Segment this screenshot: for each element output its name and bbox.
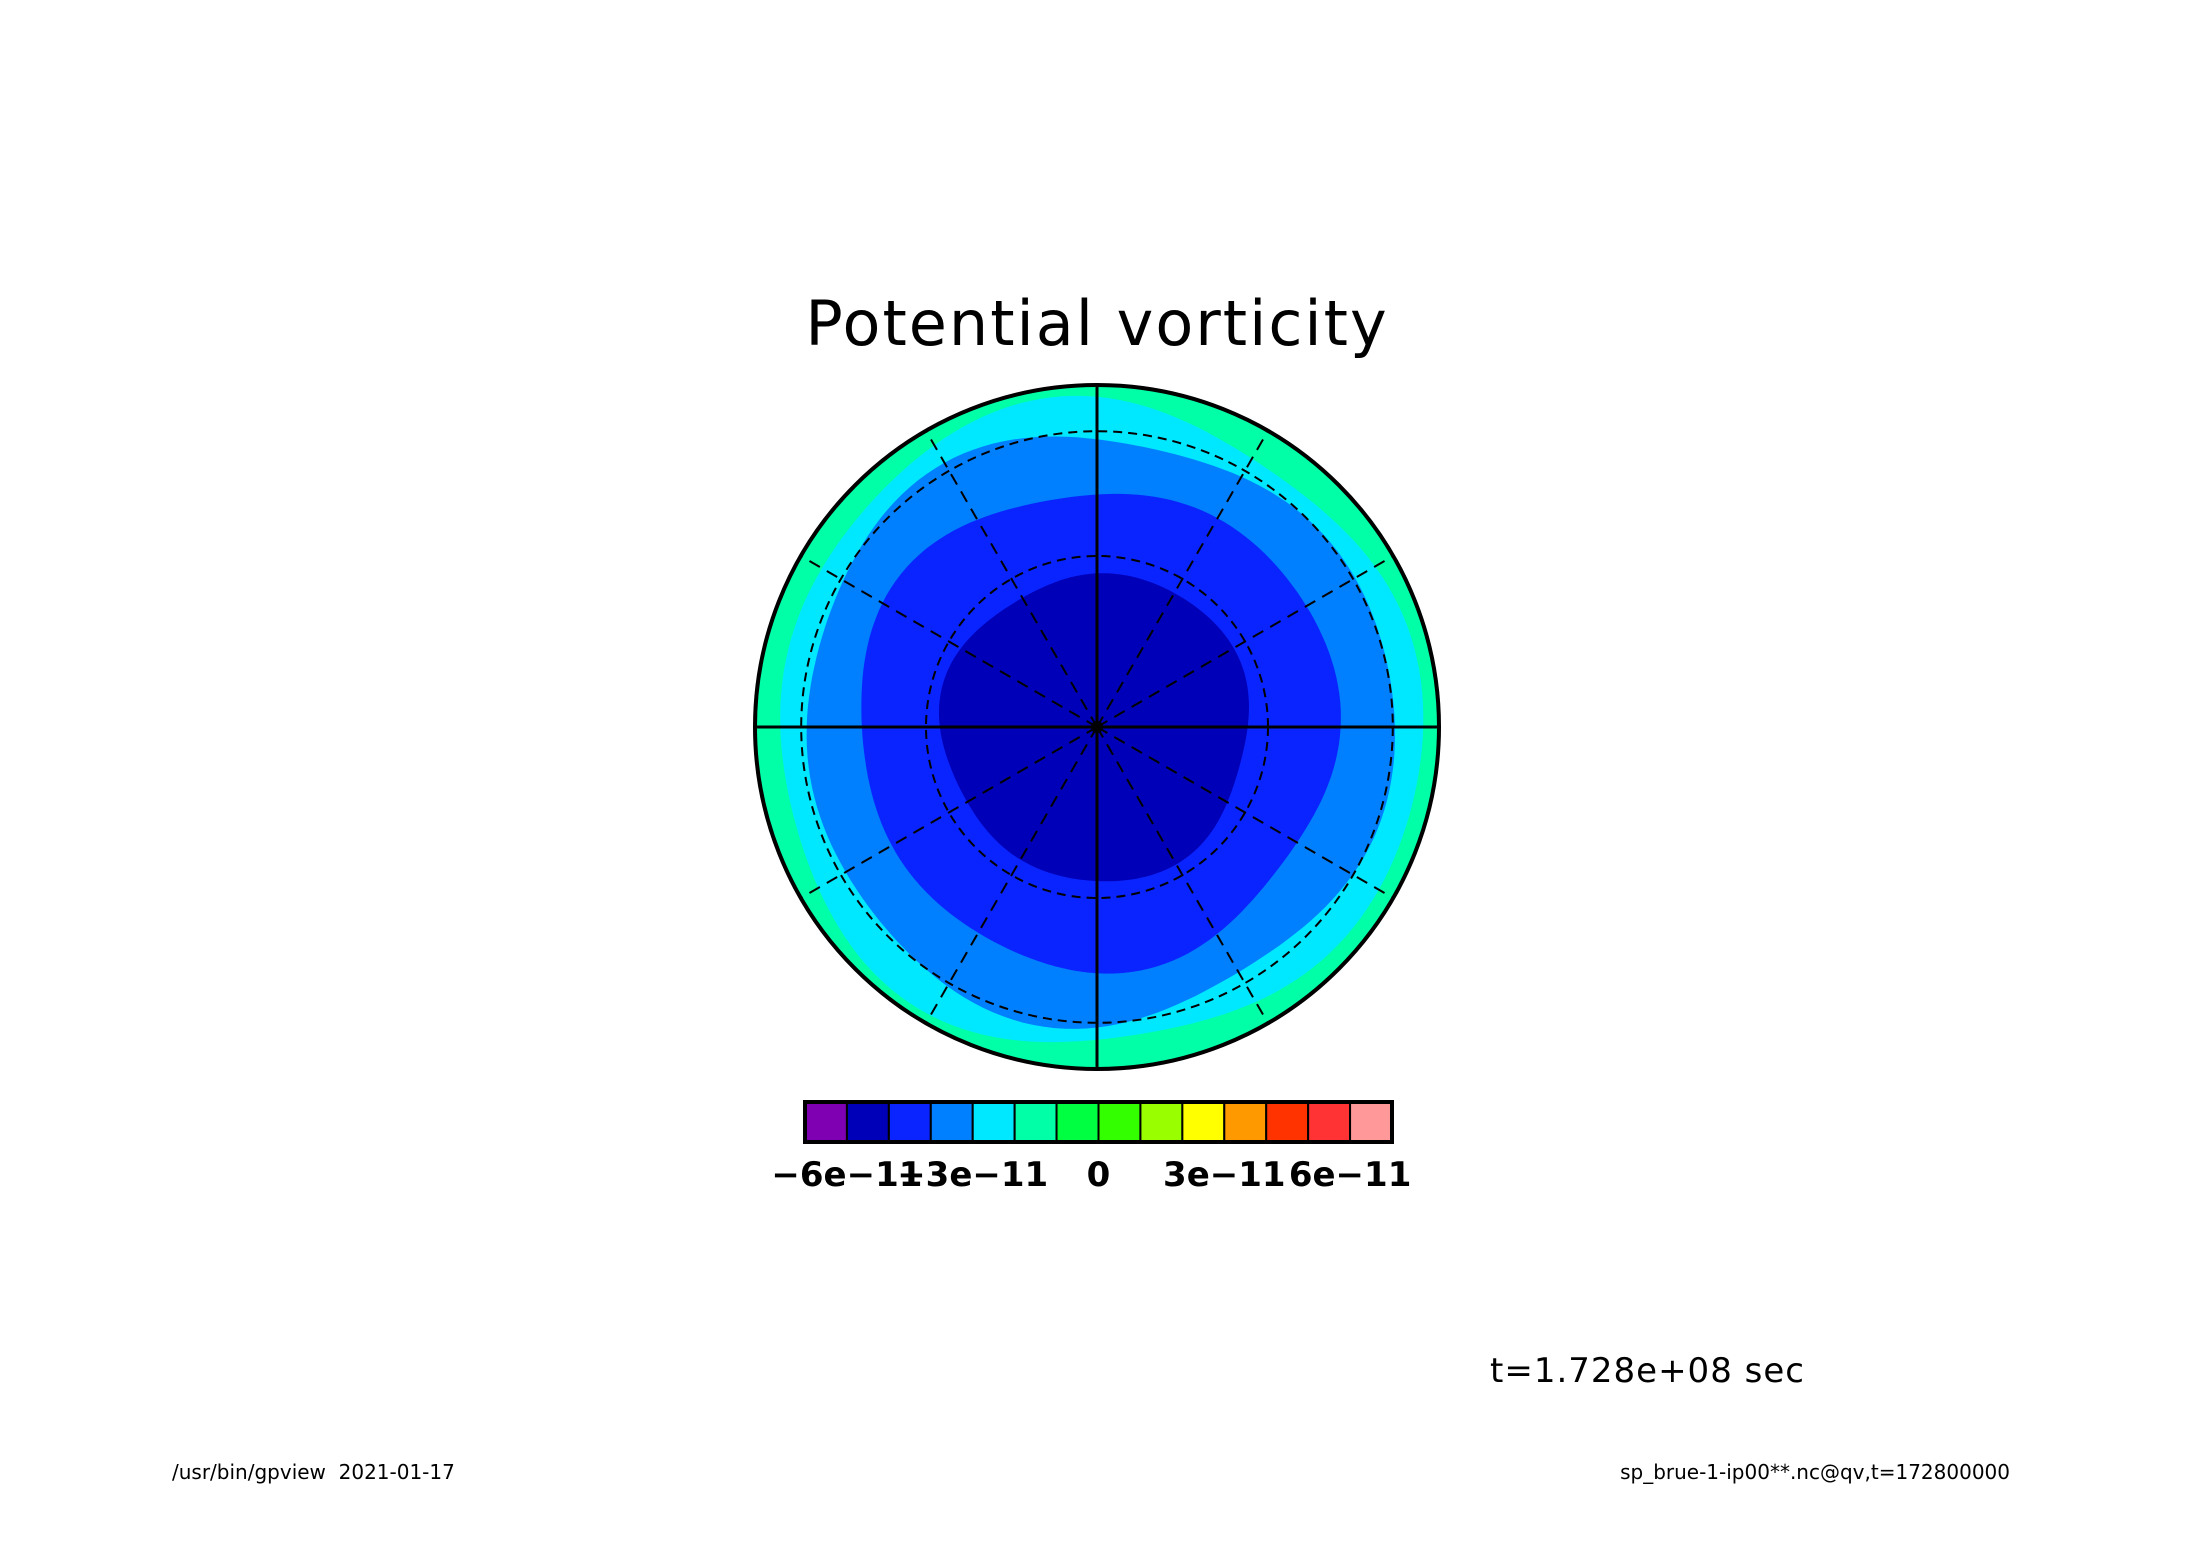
time-annotation: t=1.728e+08 sec bbox=[1490, 1351, 1805, 1391]
footer-left: /usr/bin/gpview 2021-01-17 bbox=[172, 1460, 455, 1484]
meridian-line bbox=[1096, 726, 1394, 899]
colorbar-swatch bbox=[1349, 1101, 1393, 1143]
colorbar-swatch bbox=[1265, 1101, 1310, 1143]
polar-map bbox=[753, 383, 1441, 1071]
colorbar-swatch bbox=[1013, 1101, 1058, 1143]
meridian-line bbox=[800, 726, 1098, 899]
meridian-line bbox=[1096, 430, 1269, 728]
meridian-line bbox=[1096, 555, 1394, 728]
meridian-line bbox=[925, 430, 1098, 728]
colorbar-tick-labels: −6e−11−3e−11 0 3e−11 6e−11 bbox=[771, 1155, 1411, 1195]
colorbar-tick-label: 0 bbox=[1087, 1155, 1111, 1195]
meridian-line bbox=[925, 726, 1098, 1024]
meridian-line bbox=[1096, 726, 1269, 1024]
meridian-line bbox=[800, 555, 1098, 728]
meridian-lines bbox=[755, 385, 1439, 1069]
colorbar bbox=[803, 1100, 1394, 1144]
map-boundary bbox=[753, 383, 1441, 1071]
colorbar-swatch bbox=[929, 1101, 974, 1143]
colorbar-swatch bbox=[1307, 1101, 1352, 1143]
chart-title: Potential vorticity bbox=[805, 287, 1388, 360]
colorbar-swatch bbox=[804, 1101, 848, 1143]
colorbar-swatch bbox=[1181, 1101, 1226, 1143]
colorbar-tick-label: 3e−11 bbox=[1163, 1155, 1286, 1195]
colorbar-tick-label: 6e−11 bbox=[1289, 1155, 1412, 1195]
colorbar-tick-label: −3e−11 bbox=[897, 1155, 1048, 1195]
colorbar-swatch bbox=[1097, 1101, 1142, 1143]
colorbar-swatch bbox=[1223, 1101, 1268, 1143]
colorbar-swatch bbox=[1139, 1101, 1184, 1143]
colorbar-tick-label: −6e−11 bbox=[771, 1155, 922, 1195]
footer-right: sp_brue-1-ip00**.nc@qv,t=172800000 bbox=[1620, 1460, 2010, 1484]
colorbar-swatch bbox=[845, 1101, 890, 1143]
colorbar-frame bbox=[803, 1100, 1394, 1144]
colorbar-swatch bbox=[1055, 1101, 1100, 1143]
colorbar-swatch bbox=[971, 1101, 1016, 1143]
colorbar-swatch bbox=[887, 1101, 932, 1143]
pole-marker bbox=[1091, 721, 1103, 733]
